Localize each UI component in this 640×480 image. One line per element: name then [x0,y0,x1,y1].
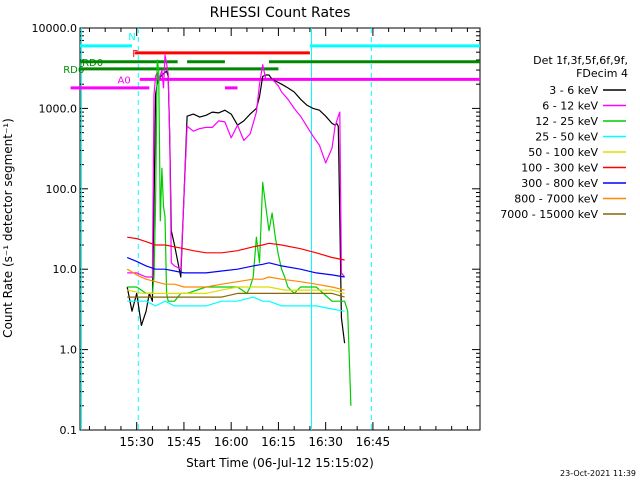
legend-label: 50 - 100 keV [528,146,598,159]
legend-label: 6 - 12 keV [542,100,598,113]
plot-area: 10000.0 1000.0 100.0 10.0 1.0 0.1 15:30 15:45 16… [32,22,626,449]
series-line [127,54,346,278]
series-line [126,70,346,344]
series-line [127,59,352,406]
x-tick-label: 16:45 [356,435,391,449]
legend-label: 12 - 25 keV [535,115,598,128]
y-tick-label: 0.1 [60,424,78,437]
x-tick-label: 15:30 [119,435,154,449]
state-bar-label: RD6 [63,65,84,76]
state-bar-label: RD0 [82,58,103,69]
legend-label: 7000 - 15000 keV [500,208,598,221]
y-tick-label: 10000.0 [32,22,78,35]
legend-label: 3 - 6 keV [549,84,598,97]
chart-title: RHESSI Count Rates [210,5,351,21]
state-bar-label: N [128,32,135,43]
series-line [127,286,345,294]
legend-label: 300 - 800 keV [521,177,598,190]
state-bar-label: A0 [117,75,130,86]
y-tick-label: 1.0 [60,344,78,357]
series-line [127,236,345,261]
legend-header-line: FDecim 4 [576,67,628,80]
legend-label: 25 - 50 keV [535,131,598,144]
y-tick-label: 1000.0 [39,102,78,115]
x-tick-label: 16:00 [214,435,249,449]
plot-frame [79,27,481,431]
legend-label: 800 - 7000 keV [514,193,598,206]
y-tick-label: 100.0 [46,183,78,196]
y-axis-label: Count Rate (s⁻¹ detector segment⁻¹) [1,118,15,338]
y-tick-label: 10.0 [53,263,78,276]
x-tick-label: 16:15 [261,435,296,449]
x-tick-label: 15:45 [167,435,202,449]
footer-date: 23-Oct-2021 11:39 [560,469,636,478]
series-line [127,296,345,312]
series-line [126,268,345,291]
legend-label: 100 - 300 keV [521,162,598,175]
series-line [126,256,345,278]
series-line [127,292,345,298]
x-axis-label: Start Time (06-Jul-12 15:15:02) [186,456,374,470]
state-bar-label: F [132,49,138,60]
x-tick-label: 16:30 [308,435,343,449]
legend-header-line: Det 1f,3f,5f,6f,9f, [533,54,628,67]
